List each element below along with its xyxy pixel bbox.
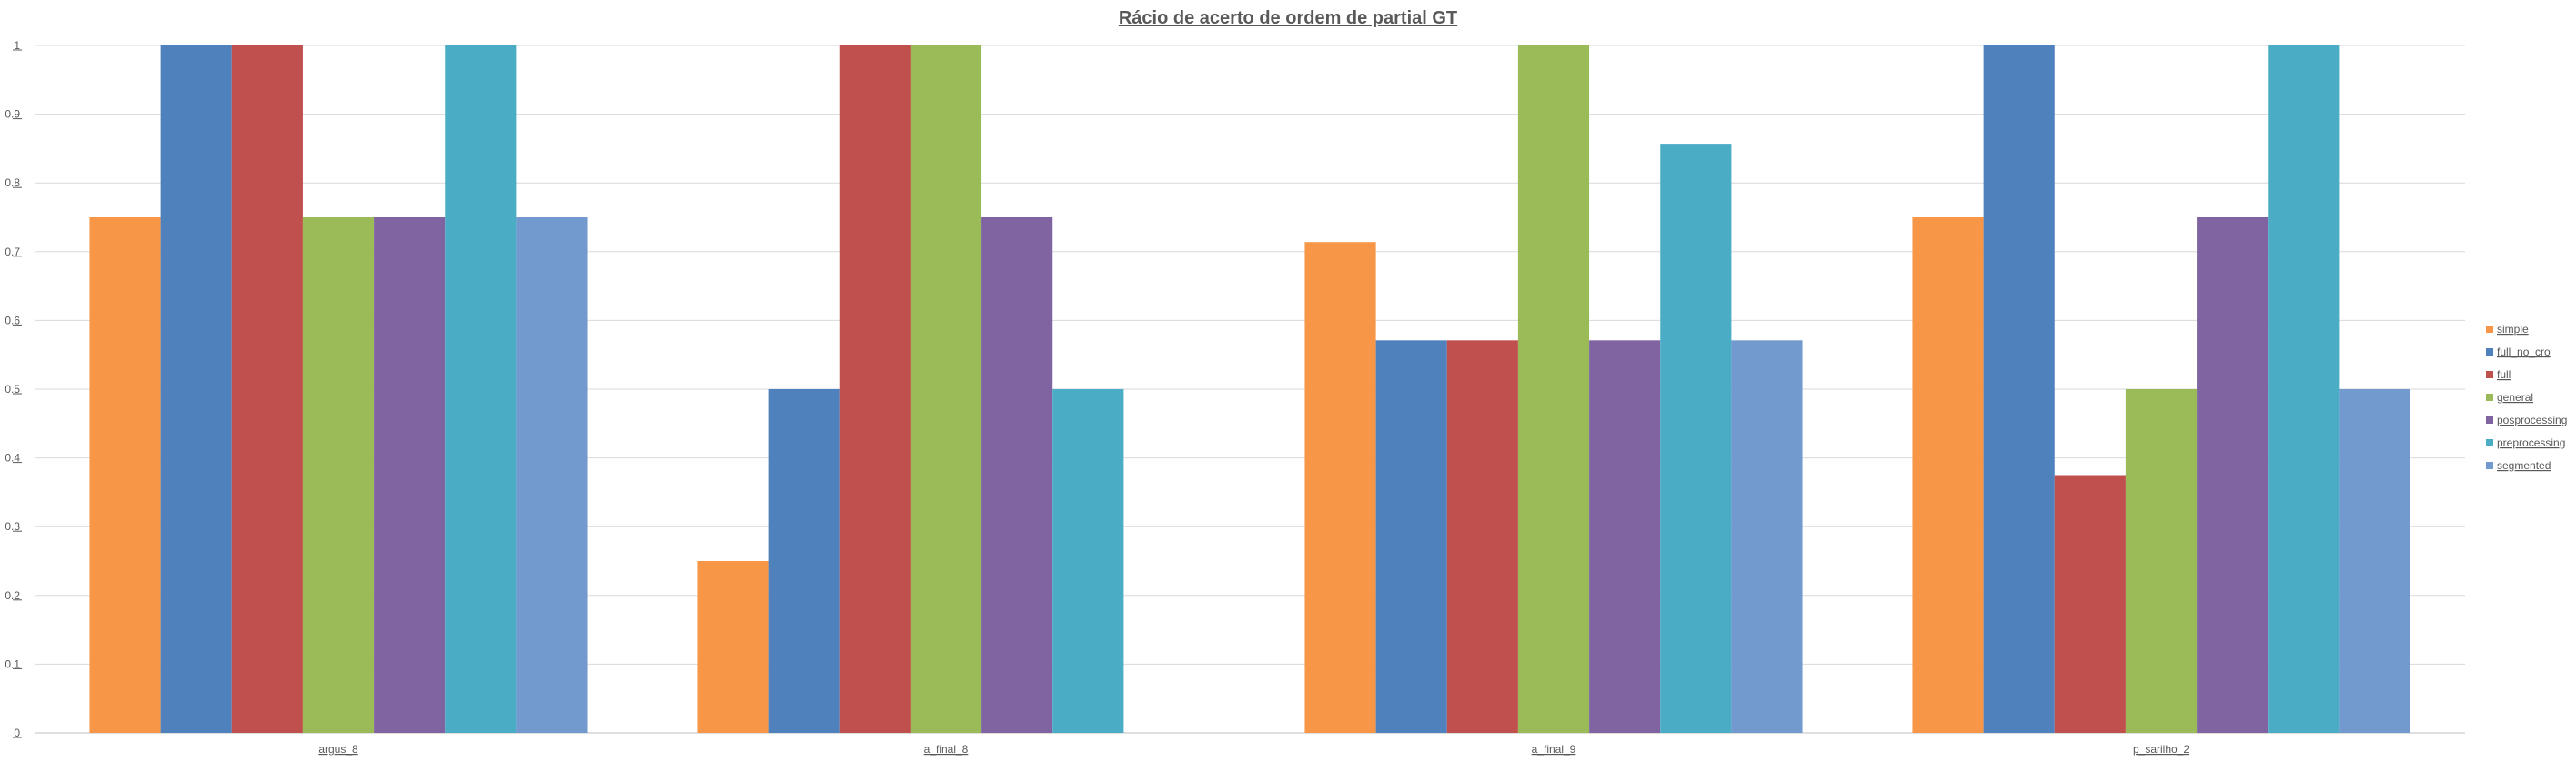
bar-full-p_sarilho_2 (2054, 475, 2126, 733)
bar-posprocessing-p_sarilho_2 (2197, 217, 2269, 733)
bar-segmented-a_final_9 (1731, 340, 1803, 733)
y-tick-label: 0.8 (5, 176, 20, 189)
bar-preprocessing-a_final_9 (1660, 144, 1732, 733)
legend-label-segmented: segmented (2497, 459, 2551, 472)
legend-label-full: full (2497, 368, 2511, 381)
bar-full-a_final_9 (1446, 340, 1518, 733)
bar-simple-argus_8 (89, 217, 161, 733)
y-tick-label: 0.4 (5, 452, 20, 465)
bar-posprocessing-a_final_9 (1589, 340, 1661, 733)
bar-segmented-p_sarilho_2 (2339, 389, 2410, 733)
y-tick-label: 0 (14, 727, 20, 739)
legend-label-general: general (2497, 391, 2533, 404)
y-tick-label: 0.2 (5, 589, 20, 602)
y-tick-label: 0.9 (5, 108, 20, 121)
bars (89, 45, 2410, 733)
bar-full_no_cro-a_final_8 (768, 389, 840, 733)
x-category-label: p_sarilho_2 (2133, 743, 2189, 756)
legend-swatch-posprocessing (2486, 416, 2493, 424)
y-tick-label: 0.7 (5, 246, 20, 258)
bar-segmented-argus_8 (516, 217, 588, 733)
bar-simple-a_final_9 (1304, 242, 1376, 733)
bar-full_no_cro-argus_8 (160, 45, 232, 733)
x-category-label: a_final_9 (1532, 743, 1576, 756)
chart-title: Rácio de acerto de ordem de partial GT (1119, 8, 1457, 28)
legend-swatch-preprocessing (2486, 439, 2493, 446)
bar-full-a_final_8 (839, 45, 911, 733)
y-tick-label: 0.6 (5, 314, 20, 326)
legend-swatch-full (2486, 371, 2493, 378)
bar-posprocessing-a_final_8 (981, 217, 1053, 733)
legend-label-simple: simple (2497, 323, 2529, 336)
bar-full_no_cro-a_final_9 (1375, 340, 1447, 733)
legend-label-preprocessing: preprocessing (2497, 436, 2565, 449)
legend-swatch-segmented (2486, 462, 2493, 469)
legend-label-posprocessing: posprocessing (2497, 414, 2567, 426)
legend-swatch-general (2486, 394, 2493, 401)
y-tick-label: 0.5 (5, 383, 20, 396)
y-tick-label: 0.3 (5, 520, 20, 533)
y-tick-label: 1 (14, 39, 20, 52)
legend-swatch-simple (2486, 326, 2493, 333)
bar-full-argus_8 (231, 45, 303, 733)
bar-simple-a_final_8 (697, 561, 769, 733)
bar-general-a_final_9 (1517, 45, 1590, 733)
bar-general-a_final_8 (910, 45, 982, 733)
bar-preprocessing-p_sarilho_2 (2268, 45, 2340, 733)
x-category-label: argus_8 (318, 743, 358, 756)
y-tick-label: 0.1 (5, 657, 20, 670)
legend-label-full_no_cro: full_no_cro (2497, 346, 2551, 358)
bar-full_no_cro-p_sarilho_2 (1983, 45, 2055, 733)
bar-general-p_sarilho_2 (2125, 389, 2198, 733)
bar-posprocessing-argus_8 (374, 217, 446, 733)
legend-swatch-full_no_cro (2486, 348, 2493, 356)
y-axis-tick-labels: 0 0.1 0.2 0.3 0.4 0.5 0.6 0.7 0.8 0.9 1 (5, 39, 22, 739)
x-axis-category-labels: argus_8 a_final_8 a_final_9 p_sarilho_2 (318, 743, 2189, 756)
bar-preprocessing-a_final_8 (1052, 389, 1124, 733)
bar-simple-p_sarilho_2 (1912, 217, 1984, 733)
bar-general-argus_8 (302, 217, 375, 733)
bar-preprocessing-argus_8 (445, 45, 517, 733)
x-category-label: a_final_8 (924, 743, 969, 756)
